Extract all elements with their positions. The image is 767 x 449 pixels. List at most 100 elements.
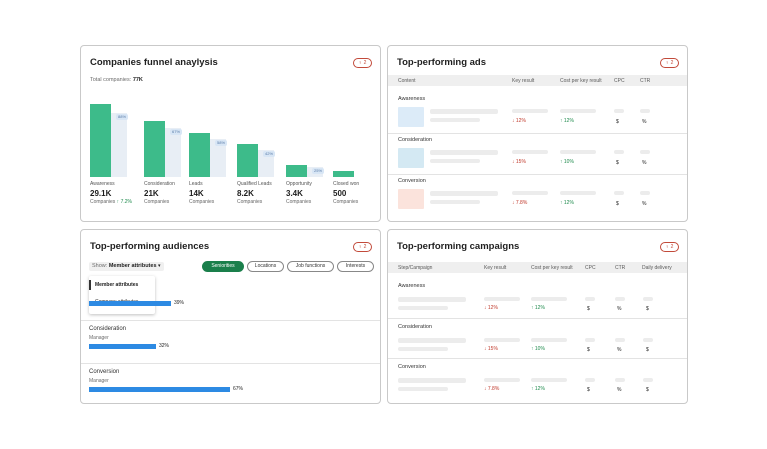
ads-title: Top-performing ads xyxy=(397,57,487,68)
funnel-stage-sub: Companies ↑ 7.2% xyxy=(90,199,132,205)
ad-thumbnail[interactable] xyxy=(398,148,424,168)
total-companies: Total companies: 77K xyxy=(90,77,143,83)
funnel-stage-unit: Companies xyxy=(286,199,312,205)
funnel-stage-sub: Companies xyxy=(333,199,358,205)
dropdown-menu: Member attributes Company attributes xyxy=(89,276,155,314)
chip-interests[interactable]: Interests xyxy=(337,261,374,272)
funnel-stage-unit: Companies xyxy=(90,199,116,205)
arrow-down-icon: ↓ xyxy=(512,118,515,124)
funnel-stage-label: Closed won xyxy=(333,181,360,187)
placeholder-line xyxy=(512,191,548,195)
dropdown-option-member[interactable]: Member attributes xyxy=(89,280,155,290)
placeholder-line xyxy=(430,118,480,122)
arrow-down-icon: ↓ xyxy=(512,159,515,165)
placeholder-line xyxy=(560,109,596,113)
placeholder-line xyxy=(430,150,498,155)
cpc-value: $ xyxy=(616,119,619,125)
key-result: ↓ 15% xyxy=(512,159,526,165)
placeholder-line xyxy=(615,297,625,301)
placeholder-line xyxy=(614,150,624,154)
feedback-pill[interactable]: ♀ 2 xyxy=(353,58,372,68)
placeholder-line xyxy=(560,191,596,195)
cost-value: 12% xyxy=(534,305,545,311)
campaigns-card: Top-performing campaigns ♀ 2 Step/Campai… xyxy=(387,229,688,404)
placeholder-line xyxy=(585,378,595,382)
funnel-stage-label: Awareness xyxy=(90,181,115,187)
row-divider xyxy=(81,363,380,364)
feedback-pill[interactable]: ♀ 2 xyxy=(660,242,679,252)
ads-card: Top-performing ads ♀ 2 Content Key resul… xyxy=(387,45,688,222)
placeholder-line xyxy=(560,150,596,154)
key-result: ↓ 12% xyxy=(512,118,526,124)
funnel-stage-value: 3.4K xyxy=(286,189,303,198)
row-divider xyxy=(81,320,380,321)
arrow-up-icon: ↑ xyxy=(531,386,534,392)
placeholder-line xyxy=(531,297,567,301)
placeholder-line xyxy=(430,200,480,204)
audiences-card: Top-performing audiences ♀ 2 Show: Membe… xyxy=(80,229,381,404)
funnel-bar-remaining xyxy=(106,113,127,177)
funnel-stage-label: Qualified Leads xyxy=(237,181,272,187)
funnel-stage-value: 8.2K xyxy=(237,189,254,198)
conversion-badge: 25% xyxy=(312,168,325,174)
key-result: ↓ 7.8% xyxy=(484,386,499,392)
funnel-stage-label: Opportunity xyxy=(286,181,312,187)
cost-per-key-result: ↑ 12% xyxy=(531,386,545,392)
key-result-value: 15% xyxy=(487,346,498,352)
conversion-badge: 42% xyxy=(263,151,276,157)
chip-job-functions[interactable]: Job functions xyxy=(287,261,334,272)
placeholder-line xyxy=(430,191,498,196)
arrow-down-icon: ↓ xyxy=(484,346,487,352)
funnel-bar xyxy=(189,133,210,177)
placeholder-line xyxy=(614,109,624,113)
placeholder-line xyxy=(430,159,480,163)
placeholder-line xyxy=(643,297,653,301)
audiences-title: Top-performing audiences xyxy=(90,241,210,252)
cost-per-key-result: ↑ 12% xyxy=(560,200,574,206)
cost-per-key-result: ↑ 10% xyxy=(531,346,545,352)
placeholder-line xyxy=(398,338,466,343)
cpc-value: $ xyxy=(587,387,590,393)
feedback-pill[interactable]: ♀ 2 xyxy=(353,242,372,252)
funnel-bar xyxy=(144,121,165,177)
funnel-stage-unit: Companies xyxy=(333,199,359,205)
key-result-value: 12% xyxy=(487,305,498,311)
conversion-badge: 58% xyxy=(215,140,228,146)
placeholder-line xyxy=(531,338,567,342)
ctr-value: % xyxy=(617,347,622,353)
ad-thumbnail[interactable] xyxy=(398,189,424,209)
arrow-up-icon: ↑ xyxy=(531,305,534,311)
funnel-stage-sub: Companies xyxy=(189,199,214,205)
funnel-bar xyxy=(237,144,258,177)
cpc-value: $ xyxy=(587,347,590,353)
placeholder-line xyxy=(615,378,625,382)
funnel-stage-value: 14K xyxy=(189,189,204,198)
campaign-section-label: Awareness xyxy=(398,283,426,289)
conversion-badge: 88% xyxy=(116,114,129,120)
cost-per-key-result: ↑ 10% xyxy=(560,159,574,165)
key-result-value: 7.8% xyxy=(515,200,528,206)
campaigns-table-header: Step/Campaign Key result Cost per key re… xyxy=(388,262,687,273)
audience-value: 67% xyxy=(233,386,244,392)
placeholder-line xyxy=(512,109,548,113)
feedback-pill[interactable]: ♀ 2 xyxy=(660,58,679,68)
chip-locations[interactable]: Locations xyxy=(247,261,284,272)
chip-seniorities[interactable]: Seniorities xyxy=(202,261,244,272)
placeholder-line xyxy=(640,191,650,195)
conversion-badge: 67% xyxy=(170,129,183,135)
ads-section-label: Conversion xyxy=(398,178,426,184)
audience-label: Conversion xyxy=(89,369,120,375)
ctr-value: % xyxy=(642,201,647,207)
funnel-bar-remaining xyxy=(205,139,226,177)
arrow-up-icon: ↑ xyxy=(560,159,563,165)
audience-value: 32% xyxy=(159,343,170,349)
cost-value: 12% xyxy=(563,118,574,124)
key-result-value: 7.8% xyxy=(487,386,500,392)
campaign-section-label: Consideration xyxy=(398,324,432,330)
arrow-up-icon: ↑ xyxy=(115,199,121,205)
show-dropdown[interactable]: Show: Member attributes ▾ xyxy=(89,262,164,271)
cpc-value: $ xyxy=(587,306,590,312)
cost-value: 10% xyxy=(563,159,574,165)
campaign-section-label: Conversion xyxy=(398,364,426,370)
ad-thumbnail[interactable] xyxy=(398,107,424,127)
